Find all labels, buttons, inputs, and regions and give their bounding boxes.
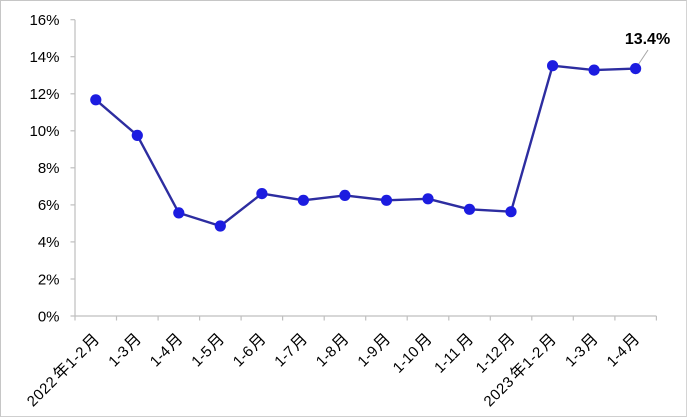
svg-text:1-2: 1-2 — [519, 343, 548, 372]
svg-text:1-5: 1-5 — [188, 343, 215, 370]
svg-text:2%: 2% — [38, 271, 60, 288]
svg-text:1-12: 1-12 — [473, 343, 506, 376]
svg-text:1-9: 1-9 — [354, 343, 381, 370]
svg-text:1-4: 1-4 — [147, 343, 174, 370]
svg-text:4%: 4% — [38, 234, 60, 251]
svg-text:12%: 12% — [29, 86, 59, 103]
svg-text:13.4%: 13.4% — [625, 31, 670, 48]
svg-text:2022: 2022 — [24, 373, 61, 410]
svg-text:1-7: 1-7 — [271, 343, 298, 370]
svg-text:10%: 10% — [29, 123, 59, 140]
svg-text:1-10: 1-10 — [390, 343, 423, 376]
svg-text:1-4: 1-4 — [604, 343, 631, 370]
svg-text:14%: 14% — [29, 49, 59, 66]
svg-text:1-3: 1-3 — [562, 343, 589, 370]
svg-text:1-6: 1-6 — [230, 343, 257, 370]
svg-text:8%: 8% — [38, 160, 60, 177]
svg-text:16%: 16% — [29, 12, 59, 29]
svg-text:2023: 2023 — [481, 373, 518, 410]
svg-text:0%: 0% — [38, 308, 60, 325]
svg-text:1-11: 1-11 — [431, 344, 463, 376]
svg-text:1-8: 1-8 — [313, 343, 340, 370]
svg-text:1-2: 1-2 — [62, 343, 91, 372]
svg-text:1-3: 1-3 — [105, 343, 132, 370]
svg-text:6%: 6% — [38, 197, 60, 214]
